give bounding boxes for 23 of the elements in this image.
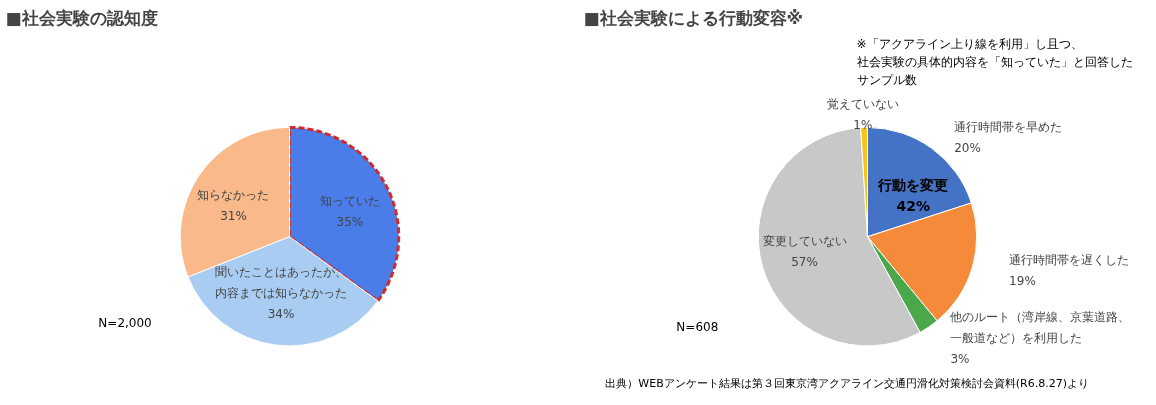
source-note: 出典）WEBアンケート結果は第３回東京湾アクアライン交通円滑化対策検討会資料(R6.8.27)より (605, 377, 1089, 391)
data-label: 57% (791, 255, 818, 270)
chart-title: ■社会実験の認知度 (5, 7, 158, 28)
slice-label: 知らなかった (197, 187, 270, 202)
slice-label: 通行時間帯を早めた (954, 120, 1063, 135)
slice-label: 聞いたことはあったが、内容までは知らなかった (215, 264, 348, 300)
text: N=2,000 (98, 315, 152, 330)
data-label: 3% (950, 352, 970, 367)
text: ※「アクアライン上り線を利用」し且つ、社会実験の具体的内容を「知っていた」と回答したサンプル数 (856, 37, 1133, 88)
text: 行動を変更 42% (877, 177, 949, 215)
slice-label: 通行時間帯を遅くした (1009, 253, 1130, 268)
text: N=608 (676, 320, 719, 335)
slice-label: 変更していない (762, 234, 847, 249)
data-label: 31% (220, 208, 247, 223)
slice-label: 知っていた (319, 193, 380, 208)
data-label: 20% (954, 141, 981, 156)
data-label: 34% (267, 306, 295, 321)
data-label: 19% (1009, 274, 1036, 289)
slice-label: 他のルート（湾岸線、京葉道路、一般道など）を利用した (950, 310, 1131, 346)
slice-label: 覚えていない (826, 96, 899, 111)
data-label: 35% (336, 214, 364, 229)
chart-title: ■社会実験による行動変容※ (583, 7, 804, 28)
data-label: 1% (853, 117, 873, 132)
